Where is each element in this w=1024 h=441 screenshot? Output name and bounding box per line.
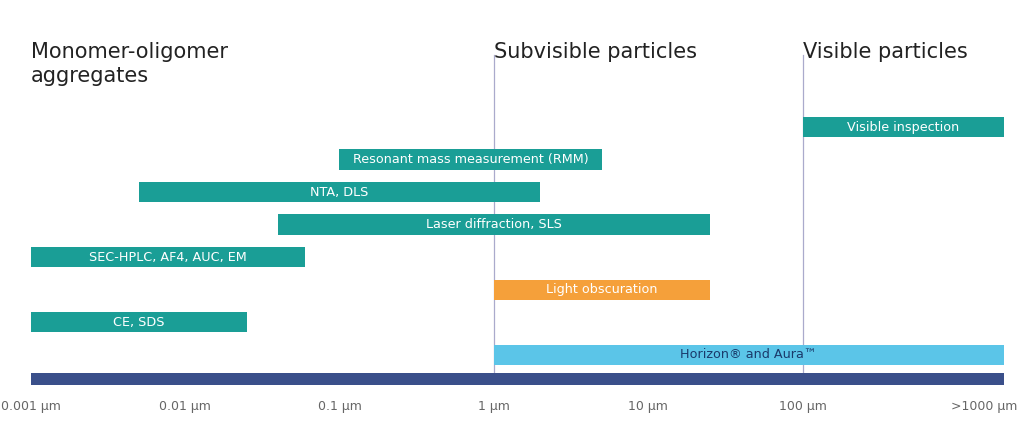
FancyBboxPatch shape — [279, 214, 710, 235]
Text: Monomer-oligomer
aggregates: Monomer-oligomer aggregates — [31, 42, 227, 86]
FancyBboxPatch shape — [31, 247, 305, 267]
Text: Resonant mass measurement (RMM): Resonant mass measurement (RMM) — [353, 153, 589, 166]
Text: Visible particles: Visible particles — [803, 42, 968, 63]
Text: NTA, DLS: NTA, DLS — [310, 186, 369, 198]
FancyBboxPatch shape — [803, 117, 1004, 137]
FancyBboxPatch shape — [340, 149, 602, 170]
FancyBboxPatch shape — [494, 280, 710, 300]
Text: SEC-HPLC, AF4, AUC, EM: SEC-HPLC, AF4, AUC, EM — [89, 250, 247, 264]
FancyBboxPatch shape — [138, 182, 541, 202]
Text: CE, SDS: CE, SDS — [113, 316, 165, 329]
FancyBboxPatch shape — [31, 374, 1004, 385]
Text: Visible inspection: Visible inspection — [847, 120, 959, 134]
Text: Light obscuration: Light obscuration — [546, 283, 657, 296]
FancyBboxPatch shape — [494, 344, 1004, 365]
Text: Subvisible particles: Subvisible particles — [494, 42, 697, 63]
FancyBboxPatch shape — [31, 312, 247, 332]
Text: Laser diffraction, SLS: Laser diffraction, SLS — [426, 218, 562, 231]
Text: Horizon® and Aura™: Horizon® and Aura™ — [680, 348, 817, 361]
